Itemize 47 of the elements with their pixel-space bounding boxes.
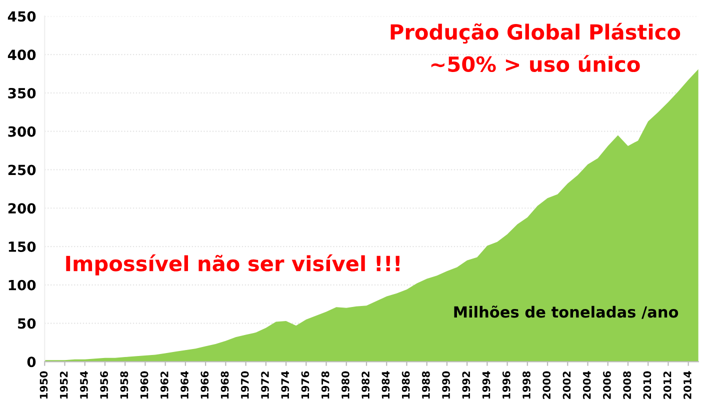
x-tick-label: 1964	[180, 371, 188, 399]
y-tick-label: 200	[8, 203, 36, 214]
x-tick-label: 1992	[462, 372, 470, 399]
x-tick-label: 2014	[683, 371, 692, 399]
x-tick-label: 1980	[342, 371, 350, 399]
x-tick-label: 1974	[281, 371, 290, 399]
x-tick-label: 2008	[623, 371, 632, 399]
annotation: Impossível não ser visível !!!	[66, 254, 400, 276]
x-tick-label: 1988	[422, 371, 430, 399]
y-tick-label: 150	[8, 241, 36, 252]
x-tick-label: 2004	[582, 371, 591, 399]
x-tick-label: 1956	[100, 371, 108, 399]
x-tick-label: 2010	[643, 371, 652, 399]
x-tick-label: 1982	[362, 372, 370, 399]
y-tick-label: 50	[18, 318, 36, 329]
y-tick-label: 350	[8, 88, 36, 98]
x-tick-label: 1998	[522, 371, 530, 399]
x-tick-label: 2012	[663, 372, 672, 399]
y-tick-label: 450	[8, 11, 36, 22]
x-tick-label: 1954	[80, 371, 88, 399]
x-tick-label: 1984	[382, 371, 390, 399]
x-tick-label: 1996	[502, 371, 510, 399]
x-tick-label: 1950	[40, 371, 48, 399]
x-tick-label: 1970	[240, 371, 249, 399]
annotation: Milhões de toneladas /ano	[454, 306, 678, 319]
y-tick-label: 0	[27, 356, 36, 368]
y-tick-label: 100	[8, 280, 36, 290]
x-tick-label: 1966	[200, 371, 209, 399]
x-tick-label: 1990	[442, 371, 450, 399]
x-tick-label: 1986	[402, 371, 410, 399]
x-tick-label: 1976	[301, 371, 310, 399]
x-tick-label: 1972	[261, 372, 269, 399]
y-tick-label: 400	[8, 50, 36, 60]
y-tick-label: 300	[8, 126, 36, 137]
x-tick-label: 1962	[160, 372, 168, 399]
x-tick-label: 1968	[220, 371, 229, 399]
chart-title: Produção Global Plástico	[390, 22, 680, 44]
y-tick-label: 250	[8, 164, 36, 176]
x-tick-label: 1978	[321, 371, 330, 399]
x-tick-label: 1952	[60, 372, 68, 399]
x-tick-label: 1994	[482, 371, 490, 399]
x-tick-label: 1958	[120, 371, 128, 399]
x-tick-label: 1960	[140, 371, 148, 399]
x-tick-label: 2006	[603, 371, 611, 399]
x-tick-label: 2000	[542, 371, 551, 399]
x-tick-label: 2002	[562, 372, 571, 399]
text: ~50% > uso único	[431, 55, 640, 72]
